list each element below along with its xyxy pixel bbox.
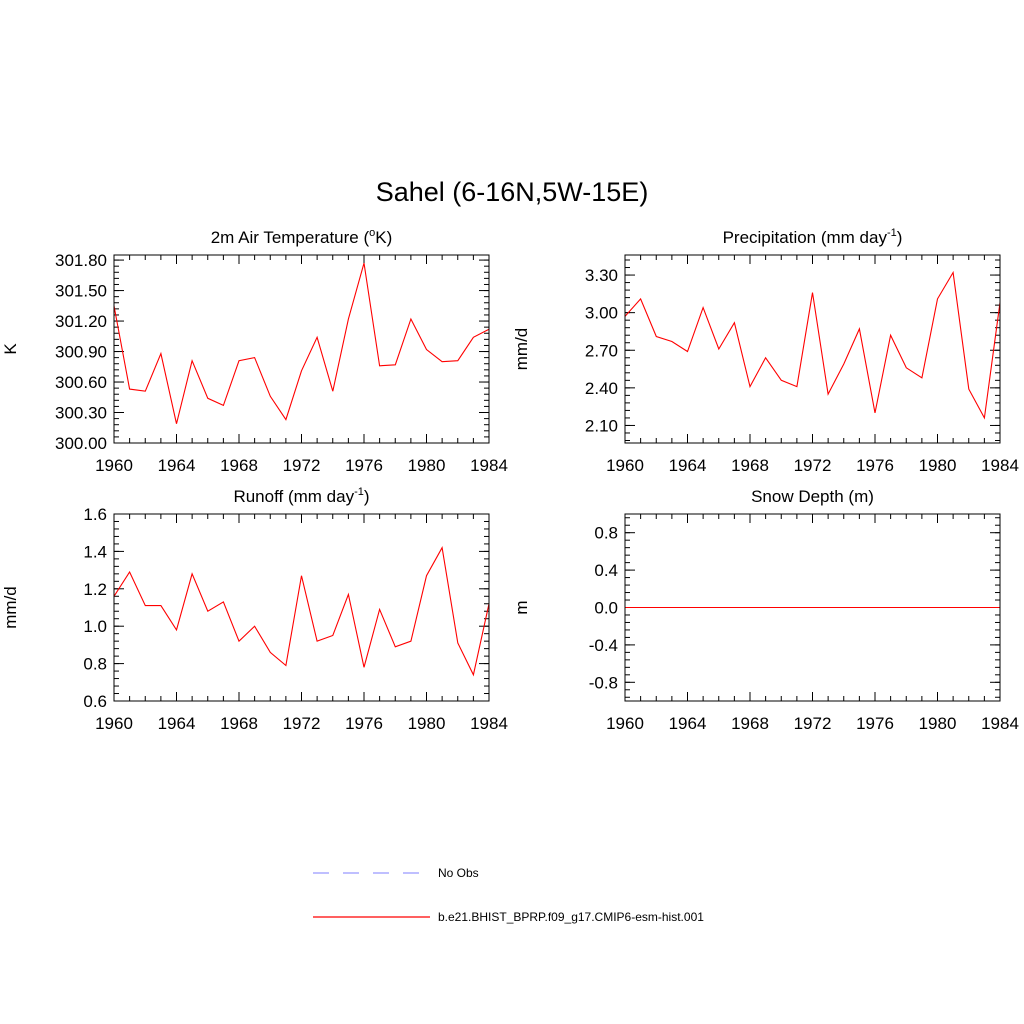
y-tick-label: 0.8: [83, 655, 107, 674]
panel-title-sup: -1: [354, 486, 364, 498]
y-axis-label: mm/d: [1, 586, 20, 629]
x-tick-label: 1976: [856, 456, 894, 475]
y-tick-label: 300.00: [55, 434, 107, 453]
y-tick-label: 301.80: [55, 251, 107, 270]
panels: 2m Air Temperature (oK) K 1960 1964 1968 1972…: [1, 227, 1019, 733]
x-tick-label: 1964: [669, 714, 707, 733]
x-tick-label: 1972: [283, 714, 321, 733]
panel-title: Runoff (mm day-1): [233, 486, 369, 506]
x-tick-label: 1980: [919, 714, 957, 733]
series-line: [113, 546, 490, 677]
plot-frame: [113, 513, 490, 702]
panel-title-main: Precipitation (mm day: [723, 228, 888, 247]
y-tick-label: 300.30: [55, 404, 107, 423]
x-tick-label: 1976: [345, 456, 383, 475]
x-tick-label: 1972: [283, 456, 321, 475]
y-axis-label: m: [512, 600, 531, 614]
series-line: [113, 262, 490, 424]
panel-2: Precipitation (mm day-1) mm/d 1960 1964 1968…: [512, 227, 1019, 475]
x-tick-label: 1968: [220, 714, 258, 733]
x-tick-label: 1972: [794, 714, 832, 733]
panel-title: 2m Air Temperature (oK): [211, 227, 393, 247]
panel-1: 2m Air Temperature (oK) K 1960 1964 1968 1972…: [1, 227, 508, 475]
y-axis-label: K: [1, 343, 20, 355]
x-tick-label: 1984: [470, 456, 508, 475]
figure-title: Sahel (6-16N,5W-15E): [376, 177, 649, 207]
panel-title-sup: -1: [887, 227, 897, 239]
panel-3: Runoff (mm day-1) mm/d 1960 1964 1968 1972 197…: [1, 486, 508, 733]
panel-4: Snow Depth (m) m 1960 1964 1968 1972 1976 1980 1…: [512, 487, 1019, 733]
y-tick-label: 300.90: [55, 343, 107, 362]
y-tick-label: 0.8: [594, 524, 618, 543]
plot-frame: [113, 254, 490, 444]
x-tick-label: 1964: [158, 714, 196, 733]
panel-title: Snow Depth (m): [751, 487, 874, 506]
y-tick-label: 1.6: [83, 505, 107, 524]
x-tick-label: 1976: [856, 714, 894, 733]
panel-title: Precipitation (mm day-1): [723, 227, 903, 247]
x-tick-label: 1960: [95, 456, 133, 475]
legend-obs-label: No Obs: [438, 866, 479, 880]
y-tick-label: 0.0: [594, 599, 618, 618]
plot-frame: [624, 513, 1001, 702]
x-tick-label: 1980: [408, 456, 446, 475]
x-tick-label: 1960: [606, 714, 644, 733]
y-tick-label: 301.50: [55, 282, 107, 301]
y-tick-label: 0.4: [594, 561, 618, 580]
x-tick-label: 1980: [408, 714, 446, 733]
y-tick-label: 1.0: [83, 617, 107, 636]
legend: No Obs b.e21.BHIST_BPRP.f09_g17.CMIP6-es…: [313, 866, 704, 924]
x-tick-label: 1984: [470, 714, 508, 733]
y-tick-label: 2.70: [585, 341, 618, 360]
panel-title-post: K): [375, 228, 392, 247]
panel-title-main: Runoff (mm day: [233, 487, 354, 506]
x-tick-label: 1960: [95, 714, 133, 733]
y-tick-label: 3.30: [585, 266, 618, 285]
legend-model-label: b.e21.BHIST_BPRP.f09_g17.CMIP6-esm-hist.…: [438, 910, 704, 924]
y-tick-label: 300.60: [55, 373, 107, 392]
x-tick-label: 1984: [981, 714, 1019, 733]
x-tick-label: 1968: [220, 456, 258, 475]
panel-title-main: Snow Depth (m): [751, 487, 874, 506]
y-tick-label: -0.8: [589, 673, 618, 692]
y-tick-label: 0.6: [83, 692, 107, 711]
x-tick-label: 1980: [919, 456, 957, 475]
x-tick-label: 1964: [669, 456, 707, 475]
x-tick-label: 1984: [981, 456, 1019, 475]
x-tick-label: 1968: [731, 456, 769, 475]
x-tick-label: 1972: [794, 456, 832, 475]
panel-title-main: 2m Air Temperature (: [211, 228, 370, 247]
x-tick-label: 1964: [158, 456, 196, 475]
series-line: [624, 270, 1001, 420]
y-tick-label: 2.10: [585, 416, 618, 435]
panel-title-sup: o: [369, 227, 375, 239]
x-tick-label: 1968: [731, 714, 769, 733]
y-tick-label: -0.4: [589, 636, 618, 655]
y-tick-label: 2.40: [585, 379, 618, 398]
y-tick-label: 301.20: [55, 312, 107, 331]
panel-title-post: ): [897, 228, 903, 247]
y-tick-label: 1.2: [83, 580, 107, 599]
y-axis-label: mm/d: [512, 328, 531, 371]
panel-title-post: ): [364, 487, 370, 506]
y-tick-label: 3.00: [585, 304, 618, 323]
plot-frame: [624, 254, 1001, 444]
x-tick-label: 1960: [606, 456, 644, 475]
y-tick-label: 1.4: [83, 542, 107, 561]
x-tick-label: 1976: [345, 714, 383, 733]
